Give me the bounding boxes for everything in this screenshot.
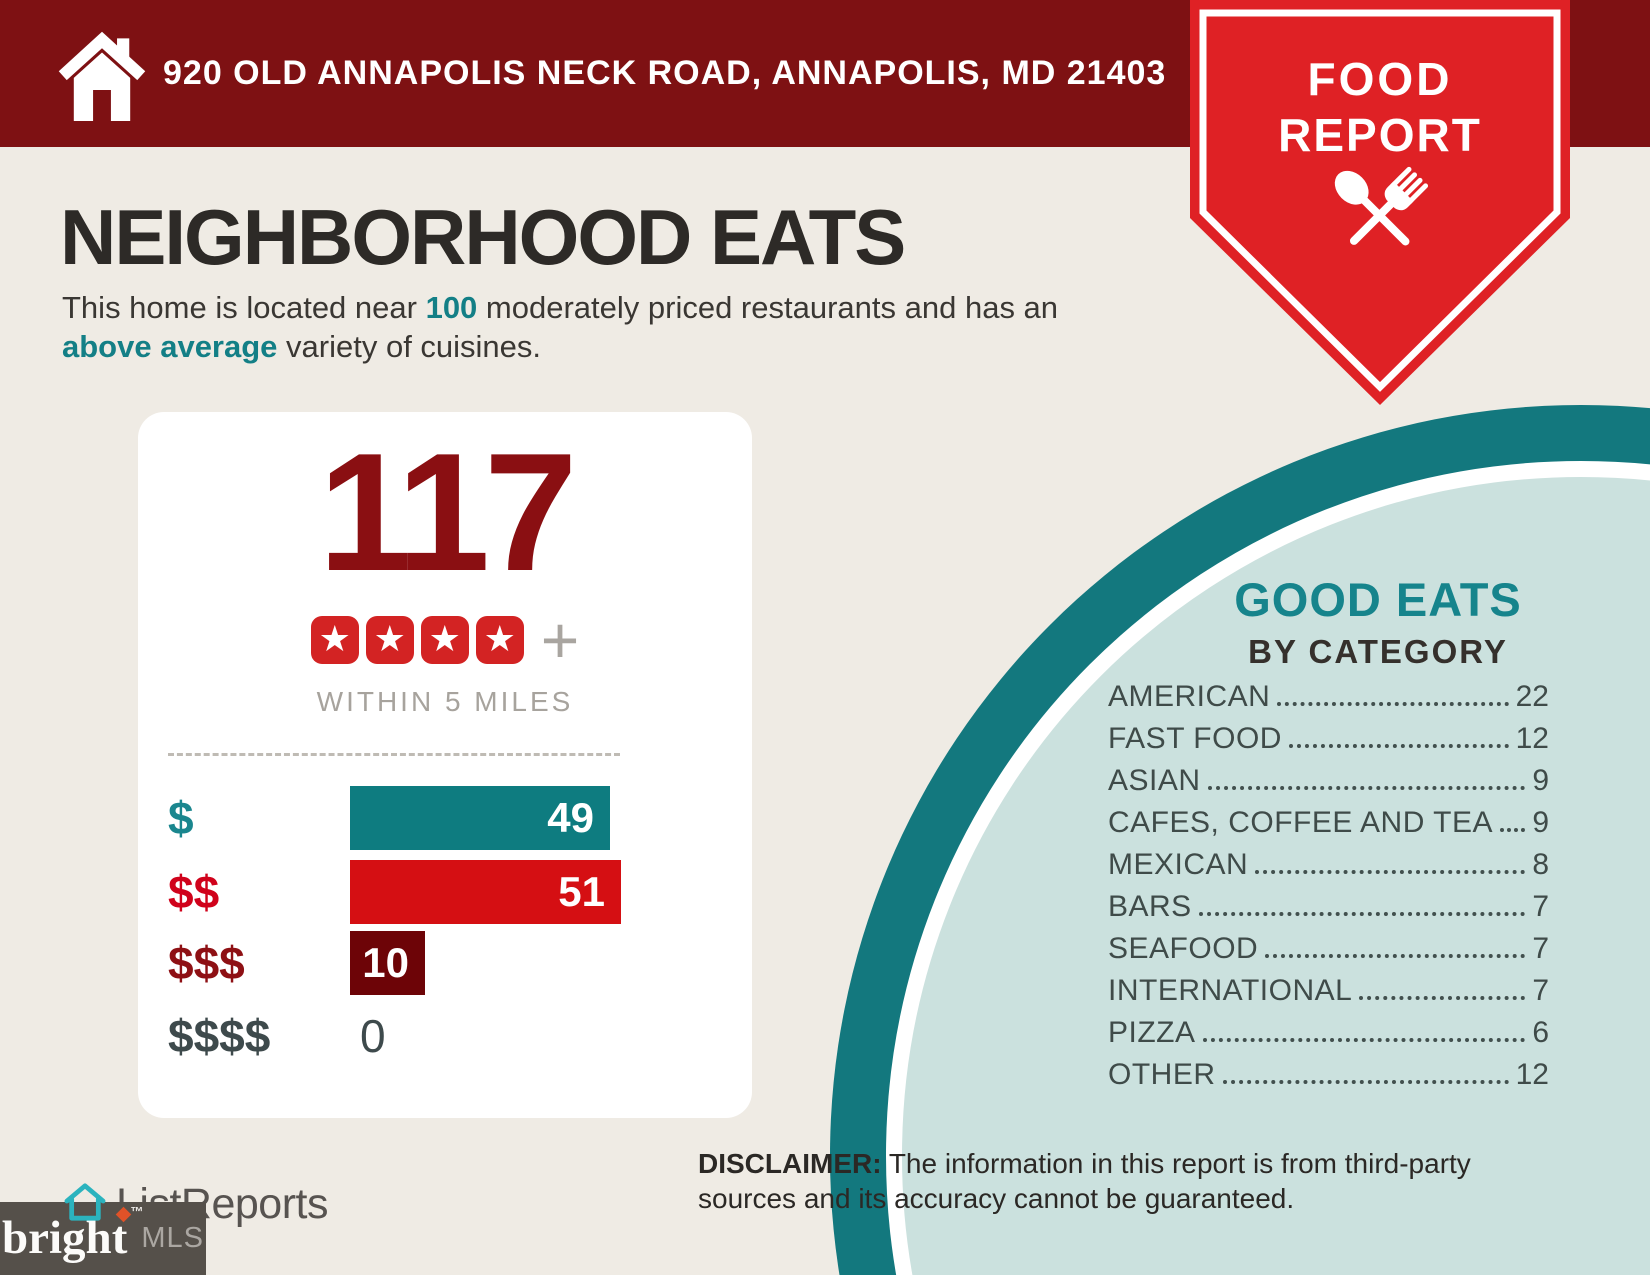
dotted-leader — [1265, 954, 1526, 958]
bright-mls-logo: bright ™ MLS — [0, 1202, 206, 1275]
good-eats-subtitle: BY CATEGORY — [1248, 633, 1508, 670]
dotted-leader — [1255, 870, 1526, 874]
category-label: SEAFOOD — [1108, 932, 1259, 965]
category-row: MEXICAN 8 — [1108, 844, 1549, 886]
category-value: 6 — [1532, 1016, 1549, 1049]
category-list: AMERICAN 22 FAST FOOD 12 ASIAN 9 CAFES, COFFEE… — [1108, 676, 1549, 1096]
dotted-leader — [1207, 786, 1526, 790]
category-value: 7 — [1532, 974, 1549, 1007]
category-value: 7 — [1532, 932, 1549, 965]
category-value: 12 — [1515, 722, 1549, 755]
star-icon: ★ — [310, 616, 359, 664]
property-address: 920 OLD ANNAPOLIS NECK ROAD, ANNAPOLIS, … — [163, 54, 1167, 92]
mls-wordmark: MLS — [141, 1222, 204, 1254]
bar-value: 0 — [360, 1010, 386, 1062]
price-bar-row: $49 — [138, 786, 752, 850]
category-label: OTHER — [1108, 1058, 1216, 1091]
restaurant-count: 117 — [318, 418, 577, 606]
restaurant-stats-card: 117 ★ ★ ★ ★ + WITHIN 5 MILES $49 $$ 51 $$$ 10 $$$… — [138, 412, 752, 1118]
category-label: AMERICAN — [1108, 680, 1271, 713]
category-label: PIZZA — [1108, 1016, 1196, 1049]
category-row: CAFES, COFFEE AND TEA 9 — [1108, 802, 1549, 844]
rating-row: ★ ★ ★ ★ + — [138, 603, 752, 677]
category-value: 9 — [1532, 806, 1549, 839]
price-bar-row: $$$$ 0 — [138, 1004, 752, 1068]
good-eats-heading: GOOD EATS BY CATEGORY — [1138, 572, 1618, 671]
category-row: FAST FOOD 12 — [1108, 718, 1549, 760]
food-report-ribbon — [1190, 0, 1570, 405]
trademark-symbol: ™ — [130, 1204, 144, 1219]
disclaimer-text: The information in this report is from t… — [698, 1148, 1471, 1214]
dashed-divider — [168, 753, 620, 756]
dotted-leader — [1198, 912, 1526, 916]
star-icon: ★ — [420, 616, 469, 664]
bar-track: 0 — [350, 1004, 730, 1068]
bright-wordmark: bright ™ — [2, 1204, 144, 1264]
category-label: CAFES, COFFEE AND TEA — [1108, 806, 1494, 839]
star-icon: ★ — [475, 616, 524, 664]
bar-value: 49 — [547, 794, 594, 841]
dotted-leader — [1222, 1080, 1509, 1084]
radius-label: WITHIN 5 MILES — [316, 686, 574, 717]
category-label: ASIAN — [1108, 764, 1201, 797]
category-row: SEAFOOD 7 — [1108, 928, 1549, 970]
bar-fill: 51 — [350, 860, 621, 924]
ribbon-title-food: FOOD — [1307, 53, 1453, 105]
plus-icon: + — [540, 603, 580, 677]
bar-value: 51 — [558, 868, 605, 915]
bar-track: 10 — [350, 931, 730, 995]
dotted-leader — [1359, 996, 1526, 1000]
dotted-leader — [1288, 744, 1509, 748]
star-icon: ★ — [365, 616, 414, 664]
good-eats-title: GOOD EATS — [1234, 573, 1522, 626]
price-tier-label: $$$$ — [168, 1010, 271, 1062]
category-row: ASIAN 9 — [1108, 760, 1549, 802]
dotted-leader — [1500, 828, 1526, 832]
price-bar-row: $$ 51 — [138, 860, 752, 924]
category-label: MEXICAN — [1108, 848, 1249, 881]
category-value: 7 — [1532, 890, 1549, 923]
dotted-leader — [1202, 1038, 1526, 1042]
price-tier-label: $$ — [168, 866, 220, 918]
page-title: NEIGHBORHOOD EATS — [60, 193, 906, 281]
intro-paragraph: This home is located near 100 moderately… — [62, 288, 1122, 366]
bar-track: 49 — [350, 786, 730, 850]
category-value: 9 — [1532, 764, 1549, 797]
disclaimer: DISCLAIMER: The information in this repo… — [698, 1146, 1534, 1216]
bar-fill: 10 — [350, 931, 425, 995]
bar-fill: 49 — [350, 786, 610, 850]
bar-value: 10 — [362, 939, 409, 986]
category-row: AMERICAN 22 — [1108, 676, 1549, 718]
price-tier-label: $ — [168, 792, 194, 844]
disclaimer-label: DISCLAIMER: — [698, 1148, 882, 1179]
intro-text-2: moderately priced restaurants and has an — [477, 290, 1059, 325]
category-row: INTERNATIONAL 7 — [1108, 970, 1549, 1012]
category-row: BARS 7 — [1108, 886, 1549, 928]
price-bar-row: $$$ 10 — [138, 931, 752, 995]
category-row: PIZZA 6 — [1108, 1012, 1549, 1054]
category-label: FAST FOOD — [1108, 722, 1282, 755]
spoon-fork-icon — [1334, 166, 1429, 246]
intro-highlight-variety: above average — [62, 329, 278, 364]
ribbon-title-report: REPORT — [1278, 109, 1482, 161]
intro-text-3: variety of cuisines. — [277, 329, 542, 364]
intro-highlight-count: 100 — [425, 290, 478, 325]
category-value: 22 — [1515, 680, 1549, 713]
price-tier-label: $$$ — [168, 937, 245, 989]
home-icon — [58, 31, 146, 122]
bar-track: 51 — [350, 860, 730, 924]
category-label: BARS — [1108, 890, 1192, 923]
category-value: 8 — [1532, 848, 1549, 881]
category-label: INTERNATIONAL — [1108, 974, 1353, 1007]
dotted-leader — [1277, 702, 1509, 706]
ribbon-text: FOOD REPORT — [1190, 0, 1570, 162]
listreports-house-icon — [64, 1183, 106, 1221]
intro-text-1: This home is located near — [62, 290, 426, 325]
category-value: 12 — [1515, 1058, 1549, 1091]
category-row: OTHER 12 — [1108, 1054, 1549, 1096]
